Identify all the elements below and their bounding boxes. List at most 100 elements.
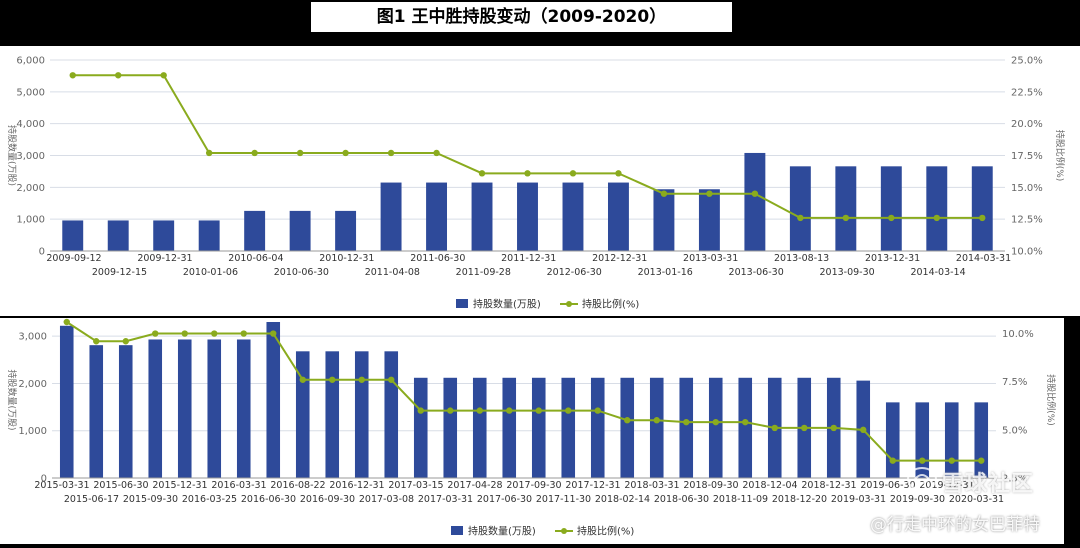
bar [89, 345, 104, 478]
x-tick-label: 2015-03-31 [34, 480, 89, 491]
x-tick-label: 2018-12-31 [801, 480, 856, 491]
y-tick-label-left: 4,000 [16, 119, 45, 130]
bar [118, 345, 133, 478]
x-tick-label: 2010-12-31 [319, 253, 374, 264]
y-tick-label-right: 15.0% [1011, 183, 1043, 194]
x-tick-label: 2009-12-15 [92, 267, 147, 278]
x-tick-label: 2017-04-28 [447, 480, 502, 491]
author-credit: @行走中环的女巴菲特 [870, 515, 1040, 535]
bar [561, 377, 576, 478]
legend-bar-swatch [456, 299, 468, 308]
legend-label-line: 持股比例(%) [577, 525, 634, 538]
x-tick-label: 2016-03-25 [182, 494, 237, 505]
chart-title: 图1 王中胜持股变动（2009-2020） [311, 2, 732, 32]
x-tick-label: 2019-06-30 [860, 480, 915, 491]
y-axis-title-left: 持股数量(万股) [6, 369, 18, 430]
bar [974, 402, 989, 478]
x-tick-label: 2017-11-30 [536, 494, 591, 505]
x-tick-label: 2017-12-31 [565, 480, 620, 491]
bar [295, 351, 310, 478]
x-tick-label: 2015-09-30 [123, 494, 178, 505]
bar [708, 377, 723, 478]
x-tick-label: 2016-03-31 [211, 480, 266, 491]
x-tick-label: 2016-12-31 [329, 480, 384, 491]
line-point [211, 330, 218, 337]
line-point [433, 149, 440, 157]
x-tick-label: 2018-11-09 [713, 494, 768, 505]
x-tick-label: 2011-06-30 [410, 253, 465, 264]
x-tick-label: 2018-12-20 [772, 494, 827, 505]
y-tick-label-left: 1,000 [16, 215, 45, 226]
line-point [569, 170, 577, 177]
line-point [797, 214, 804, 222]
bar [620, 377, 635, 478]
line-point [181, 330, 188, 337]
y-axis-title-right: 持股比例(%) [1045, 374, 1057, 426]
y-tick-label-right: 5.0% [1002, 425, 1027, 436]
line-point [594, 407, 601, 414]
line-point [660, 190, 668, 197]
line-point [69, 72, 76, 79]
x-tick-label: 2012-06-30 [547, 267, 602, 278]
y-tick-label-left: 0 [41, 474, 47, 485]
line-point [93, 338, 100, 345]
y-tick-label-right: 17.5% [1011, 151, 1043, 162]
y-tick-label-right: 12.5% [1011, 215, 1043, 226]
y-tick-label-right: 22.5% [1011, 87, 1043, 98]
bar [413, 377, 428, 478]
bar [653, 189, 675, 251]
x-tick-label: 2015-06-30 [93, 480, 148, 491]
x-tick-label: 2013-08-13 [774, 253, 829, 264]
bar [649, 377, 664, 478]
y-tick-label-left: 1,000 [18, 426, 47, 437]
line-point [860, 426, 867, 434]
line-point [948, 457, 955, 464]
y-tick-label-left: 2,000 [18, 379, 47, 390]
x-tick-label: 2017-03-31 [418, 494, 473, 505]
line-point [447, 407, 454, 414]
line-point [889, 457, 896, 464]
x-tick-label: 2019-09-30 [890, 494, 945, 505]
bar [198, 220, 220, 251]
x-tick-label: 2009-09-12 [46, 253, 101, 264]
bar [426, 182, 448, 251]
bar [148, 339, 163, 478]
bar [335, 210, 357, 251]
legend-line-dot [566, 301, 572, 307]
line-point [979, 214, 986, 222]
x-tick-label: 2010-06-30 [274, 267, 329, 278]
bar [472, 377, 487, 478]
line-point [706, 190, 713, 197]
line-point [933, 214, 940, 222]
x-tick-label: 2014-03-14 [910, 267, 965, 278]
y-tick-label-right: 2.5% [1002, 474, 1027, 485]
x-tick-label: 2017-06-30 [477, 494, 532, 505]
bar [244, 210, 266, 251]
bar [607, 182, 629, 251]
line-point [888, 214, 895, 222]
bar [62, 220, 84, 251]
line-point [830, 424, 837, 432]
x-tick-label: 2013-01-16 [638, 267, 693, 278]
x-tick-label: 2018-06-30 [654, 494, 709, 505]
bar [944, 402, 959, 478]
bar [384, 351, 399, 478]
line-point [122, 338, 129, 345]
x-tick-label: 2014-03-31 [956, 253, 1011, 264]
bar [926, 166, 948, 251]
bar [107, 220, 129, 251]
line-point [842, 214, 850, 222]
bar [471, 182, 493, 251]
line-point [115, 72, 122, 79]
x-tick-label: 2016-09-30 [300, 494, 355, 505]
x-tick-label: 2012-12-31 [592, 253, 647, 264]
x-tick-label: 2017-03-08 [359, 494, 414, 505]
line-series [66, 321, 982, 462]
x-tick-label: 2018-03-31 [624, 480, 679, 491]
snowball-logo-icon [907, 467, 937, 491]
y-tick-label-left: 5,000 [16, 87, 45, 98]
line-point [919, 457, 926, 464]
line-point [388, 376, 395, 383]
line-point [801, 424, 808, 432]
bar [698, 189, 720, 251]
